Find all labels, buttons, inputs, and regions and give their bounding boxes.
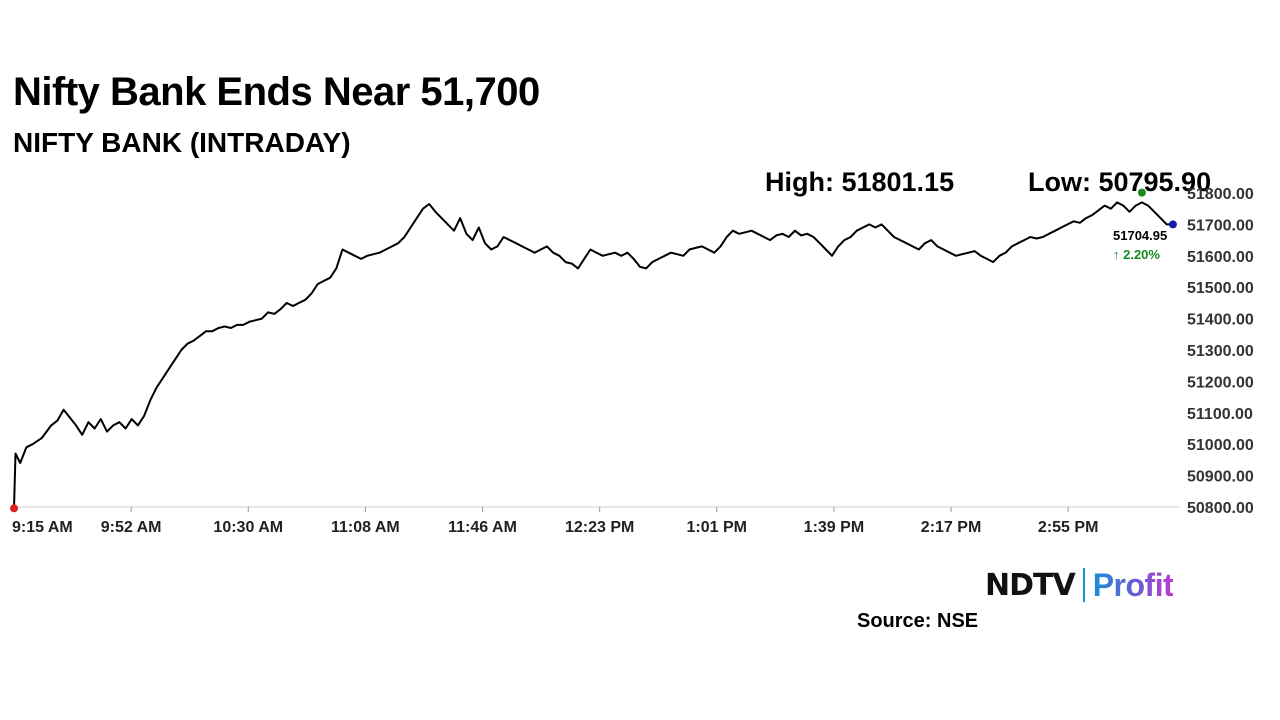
x-tick-label: 9:52 AM <box>101 519 162 536</box>
y-tick-label: 51300.00 <box>1187 343 1254 360</box>
chart-subtitle: NIFTY BANK (INTRADAY) <box>13 127 351 158</box>
y-tick-label: 50900.00 <box>1187 469 1254 486</box>
last-price-label: 51704.95 <box>1113 228 1167 243</box>
x-tick-label: 11:08 AM <box>331 519 400 536</box>
x-tick-label: 1:01 PM <box>687 519 747 536</box>
logo-profit-text: Profit <box>1092 566 1174 603</box>
source-note: Source: NSE <box>857 610 979 632</box>
y-tick-label: 51700.00 <box>1187 217 1254 234</box>
y-tick-label: 51800.00 <box>1187 186 1254 203</box>
y-tick-label: 50800.00 <box>1187 500 1254 517</box>
low-marker <box>10 504 18 513</box>
y-tick-label: 51200.00 <box>1187 374 1254 391</box>
x-tick-label: 2:17 PM <box>921 519 981 536</box>
x-tick-label: 1:39 PM <box>804 519 864 536</box>
x-tick-label: 9:15 AM <box>12 519 73 536</box>
chart-title: Nifty Bank Ends Near 51,700 <box>13 70 540 114</box>
last-price-marker <box>1168 220 1177 229</box>
x-axis: 9:15 AM 9:52 AM 10:30 AM 11:08 AM 11:46 AM 12… <box>12 507 1098 536</box>
ndtv-profit-logo: NDTV Profit <box>985 565 1174 605</box>
y-tick-label: 51400.00 <box>1187 312 1254 329</box>
high-label: High: 51801.15 <box>765 167 955 197</box>
y-tick-label: 51600.00 <box>1187 249 1254 266</box>
x-tick-label: 12:23 PM <box>565 519 634 536</box>
y-axis: 50800.00 50900.00 51000.00 51100.00 51200.00… <box>1187 186 1254 517</box>
nifty-bank-price-line <box>13 201 1173 509</box>
logo-ndtv-text: NDTV <box>985 567 1076 603</box>
low-label: Low: 50795.90 <box>1028 167 1212 197</box>
high-marker <box>1137 188 1146 197</box>
x-tick-label: 2:55 PM <box>1038 519 1098 536</box>
x-tick-label: 11:46 AM <box>448 519 517 536</box>
logo-divider <box>1082 568 1085 602</box>
y-tick-label: 51000.00 <box>1187 437 1254 454</box>
y-tick-label: 51100.00 <box>1187 406 1253 423</box>
y-tick-label: 51500.00 <box>1187 280 1254 297</box>
x-tick-label: 10:30 AM <box>213 519 283 536</box>
change-percent-label: ↑ 2.20% <box>1113 247 1160 262</box>
